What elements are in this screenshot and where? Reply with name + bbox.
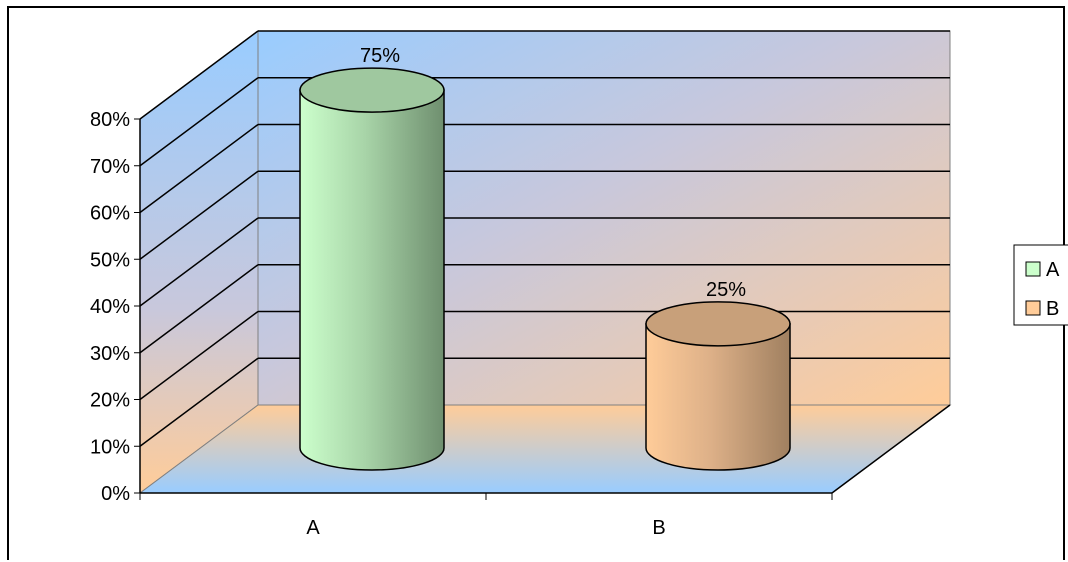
legend-swatch-b [1025,300,1041,316]
bar-b [645,301,791,471]
legend-swatch-a [1025,261,1041,277]
bar-body-a [299,89,445,471]
gridline-side [139,264,259,354]
floor-right-edge [831,404,951,494]
y-tick-label: 20% [90,390,130,412]
bar-top-a [299,67,445,113]
bars [299,67,791,471]
x-tick-label-a: A [306,517,320,539]
chart-floor [138,404,952,494]
bar-top-b [645,301,791,347]
legend-label-b: B [1046,298,1059,320]
legend-box [1013,244,1068,326]
bar-body-b [645,323,791,471]
gridline-side [139,357,259,447]
gridline-side [139,30,259,120]
data-label-a: 75% [360,45,400,67]
legend-label-a: A [1046,259,1060,281]
gridline-side [139,123,259,214]
x-tick-label-b: B [652,517,665,539]
axes [134,118,951,500]
y-tick-label: 70% [90,156,130,178]
bar-a [299,67,445,471]
gridline-side [139,77,259,167]
y-tick-label: 60% [90,203,130,225]
gridline-side [139,217,259,307]
y-tick-label: 10% [90,436,130,458]
gridline-side [139,310,259,401]
labels: 0% 10% 20% 30% 40% 50% 60% 70% 80% 75% A 25% B [90,45,746,539]
data-label-b: 25% [706,279,746,301]
gridline-side [139,170,259,260]
y-tick-label: 80% [90,109,130,131]
legend: A B [1013,244,1068,326]
y-tick-label: 50% [90,249,130,271]
y-tick-label: 0% [101,483,130,505]
y-tick-label: 40% [90,296,130,318]
y-tick-label: 30% [90,343,130,365]
